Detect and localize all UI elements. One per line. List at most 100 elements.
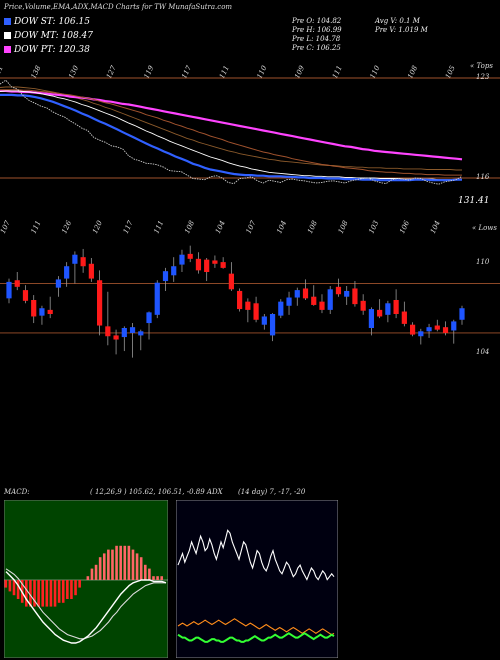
- macd-histogram-bar: [45, 580, 49, 607]
- candle-body: [31, 300, 37, 317]
- candle-body: [179, 254, 185, 265]
- macd-histogram-bar: [61, 580, 65, 603]
- stat-close: Pre C: 106.25: [292, 44, 341, 52]
- candle-body: [195, 258, 202, 271]
- ema-corner-label: « Tops: [470, 62, 493, 70]
- candle-body: [55, 279, 62, 288]
- candle-body: [302, 288, 309, 299]
- macd-histogram-bar: [135, 553, 139, 580]
- ema-panel: 141 138 130 127 119 117 111 110 109 111 110 108 105: [0, 64, 500, 185]
- candle-top-tick: 111: [30, 219, 43, 235]
- candle-level-label-1: 110: [476, 258, 490, 266]
- macd-histogram-bar: [49, 580, 53, 607]
- candle-body: [352, 288, 358, 305]
- macd-histogram-bar: [86, 576, 90, 580]
- candle-corner-label: « Lows: [472, 224, 497, 232]
- candle-body: [269, 314, 276, 336]
- candle-body: [220, 262, 226, 268]
- candle-body: [154, 282, 160, 315]
- macd-histogram-bar: [70, 580, 73, 599]
- candle-body: [171, 266, 177, 276]
- candle-body: [459, 308, 465, 320]
- candle-top-tick: 126: [60, 219, 73, 235]
- candle-top-tick: 104: [275, 219, 288, 235]
- adx-background: [176, 500, 338, 658]
- macd-histogram-bar: [90, 568, 94, 580]
- candle-top-tick: 108: [337, 219, 350, 235]
- candle-top-tick: 117: [122, 219, 135, 235]
- candle-body: [162, 271, 169, 282]
- macd-histogram-bar: [57, 580, 61, 603]
- ema-level-label-2: 116: [476, 173, 490, 181]
- candle-body: [72, 254, 78, 264]
- macd-panel: [4, 500, 168, 658]
- candle-body: [146, 312, 152, 324]
- candle-body: [187, 253, 193, 259]
- macd-histogram-bar: [53, 580, 57, 607]
- candle-body: [261, 316, 267, 325]
- legend-label-pt: DOW PT: 120.38: [14, 45, 90, 55]
- candle-body: [204, 259, 210, 272]
- candle-body: [80, 257, 86, 267]
- legend-label-mt: DOW MT: 108.47: [14, 31, 93, 41]
- macd-histogram-bar: [78, 580, 81, 588]
- candle-top-tick: 120: [91, 219, 104, 235]
- ema-last-price: 131.41: [458, 196, 490, 206]
- candle-body: [105, 326, 111, 337]
- candle-body: [278, 301, 284, 316]
- macd-histogram-bar: [12, 580, 16, 596]
- candle-body: [6, 281, 12, 299]
- macd-histogram-bar: [123, 545, 127, 580]
- ema-band-upper: [0, 86, 462, 171]
- legend-dow-mt: DOW MT: 108.47: [4, 31, 93, 41]
- adx-panel: [176, 500, 338, 658]
- legend-swatch-st: [4, 18, 11, 25]
- candle-body: [335, 286, 342, 295]
- macd-line: [5, 571, 167, 644]
- legend-dow-pt: DOW PT: 120.38: [4, 45, 90, 55]
- candle-body: [451, 321, 457, 331]
- candle-body: [401, 311, 407, 324]
- legend-dow-st: DOW ST: 106.15: [4, 17, 90, 27]
- adx-series-line: [177, 632, 335, 643]
- macd-histogram-bar: [16, 580, 20, 599]
- macd-histogram-bar: [139, 557, 143, 580]
- candle-body: [88, 263, 94, 279]
- candle-body: [377, 309, 383, 317]
- candle-body: [212, 260, 218, 264]
- candle-body: [39, 308, 45, 316]
- macd-histogram-bar: [131, 549, 135, 580]
- stat-high: Pre H: 106.99: [292, 26, 342, 34]
- stat-avg-volume: Avg V: 0.1 M: [375, 17, 420, 25]
- candle-top-tick: 108: [183, 219, 196, 235]
- ema-st-line: [0, 93, 462, 182]
- ema-lt-line: [0, 89, 462, 176]
- candle-body: [311, 296, 317, 305]
- price-line: [0, 79, 463, 185]
- chart-title: Price,Volume,EMA,ADX,MACD Charts for TW …: [4, 3, 233, 11]
- ema-mt-line: [0, 90, 462, 181]
- legend-swatch-pt: [4, 46, 11, 53]
- candle-top-tick: 104: [214, 219, 227, 235]
- candle-body: [228, 273, 234, 290]
- macd-histogram-bar: [115, 545, 118, 580]
- candle-level-label-2: 104: [476, 348, 490, 356]
- candle-panel: 107 111 126 120 117 111 108 104 107 104 108 108 103 1…: [0, 219, 500, 358]
- candle-top-tick: 104: [429, 219, 442, 235]
- ema-pt-line: [0, 89, 463, 161]
- adx-values: (14 day) 7, -17, -20: [238, 488, 306, 496]
- macd-background: [4, 500, 168, 658]
- candle-top-tick: 106: [398, 219, 411, 235]
- candle-top-tick: 107: [245, 219, 258, 235]
- candle-body: [418, 331, 424, 337]
- candle-body: [64, 266, 70, 279]
- macd-histogram-bar: [41, 580, 45, 607]
- macd-histogram-bar: [148, 568, 151, 580]
- candle-body: [253, 303, 259, 320]
- macd-histogram-bar: [33, 580, 36, 607]
- candle-body: [368, 309, 374, 328]
- candle-body: [344, 290, 350, 297]
- macd-label: MACD:: [4, 488, 30, 496]
- candle-body: [129, 327, 136, 333]
- candle-body: [294, 290, 300, 298]
